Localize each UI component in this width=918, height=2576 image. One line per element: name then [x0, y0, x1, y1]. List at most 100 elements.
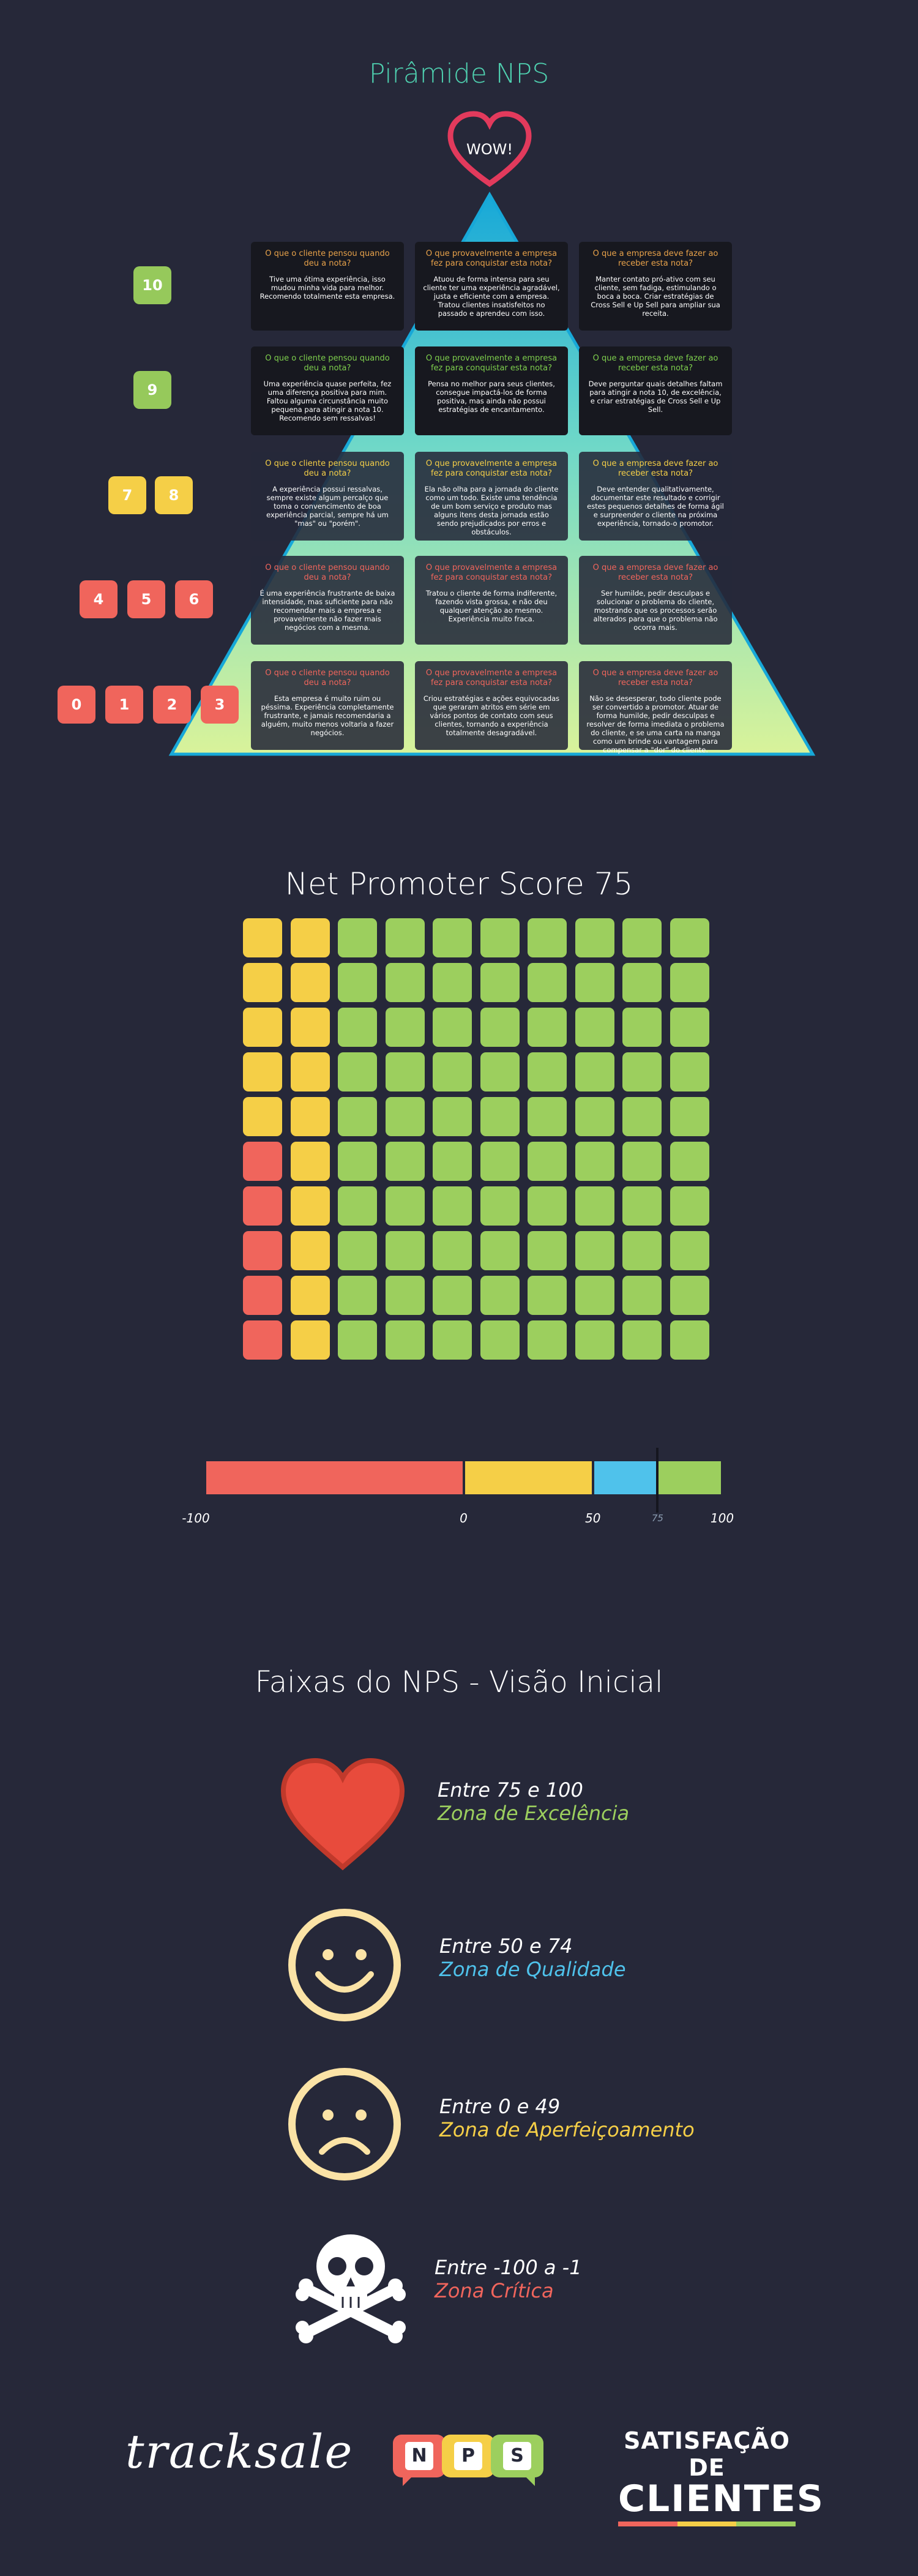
nps-grid-cell	[670, 1142, 709, 1181]
pyramid-card-question: O que a empresa deve fazer ao receber es…	[592, 563, 718, 582]
nps-grid-cell	[528, 1008, 567, 1047]
nps-grid-cell	[433, 1052, 472, 1091]
satisfacao-line1: SATISFAÇÃO DE	[624, 2427, 790, 2481]
zone-range: Entre 50 e 74	[439, 1934, 573, 1958]
score-badge: 5	[127, 580, 165, 618]
zone-name: Zona de Excelência	[438, 1802, 630, 1825]
zone-range: Entre 75 e 100	[438, 1778, 583, 1802]
nps-grid-cell	[670, 1186, 709, 1226]
nps-grid-cell	[433, 1097, 472, 1136]
pyramid-card-answer: Ser humilde, pedir desculpas e soluciona…	[593, 589, 718, 632]
pyramid-card-answer: Tratou o cliente de forma indiferente, f…	[425, 589, 558, 623]
pyramid-card: O que o cliente pensou quando deu a nota…	[251, 346, 404, 435]
nps-grid-cell	[528, 1052, 567, 1091]
nps-grid-cell	[670, 963, 709, 1002]
pyramid-card: O que provavelmente a empresa fez para c…	[415, 661, 568, 750]
nps-grid-cell	[480, 1097, 520, 1136]
nps-grid-cell	[433, 1320, 472, 1360]
nps-grid-cell	[480, 1052, 520, 1091]
nps-grid-cell	[385, 1142, 425, 1181]
pyramid-card-answer: Não se desesperar, todo cliente pode ser…	[586, 694, 725, 754]
pyramid-card-question: O que o cliente pensou quando deu a nota…	[265, 459, 390, 478]
pyramid-card-answer: Criou estratégias e ações equivocadas qu…	[423, 694, 560, 737]
nps-grid-cell	[433, 1231, 472, 1270]
pyramid-card: O que provavelmente a empresa fez para c…	[415, 452, 568, 541]
nps-grid-cell	[622, 963, 662, 1002]
scale-segment	[465, 1461, 592, 1494]
nps-grid-cell	[385, 918, 425, 957]
nps-logo-letter: S	[510, 2445, 524, 2466]
nps-grid-cell	[290, 1186, 330, 1226]
score-badge: 3	[201, 686, 239, 724]
nps-grid-cell	[338, 963, 377, 1002]
nps-grid-cell	[290, 1276, 330, 1315]
skull-crossbones-icon	[296, 2234, 406, 2343]
nps-grid-cell	[433, 918, 472, 957]
smiley-icon	[288, 1909, 401, 2021]
score-badge: 0	[58, 686, 95, 724]
nps-grid-cell	[243, 918, 282, 957]
nps-grid-cell	[385, 1097, 425, 1136]
nps-grid-cell	[385, 1186, 425, 1226]
nps-grid-cell	[670, 1097, 709, 1136]
pyramid-card: O que o cliente pensou quando deu a nota…	[251, 661, 404, 750]
nps-grid-cell	[480, 1008, 520, 1047]
pyramid-card-answer: Manter contato pró-ativo com seu cliente…	[591, 275, 720, 318]
nps-grid-cell	[338, 1231, 377, 1270]
zone-name: Zona Crítica	[435, 2279, 554, 2302]
pyramid-card-question: O que provavelmente a empresa fez para c…	[425, 249, 558, 268]
nps-grid-cell	[480, 1186, 520, 1226]
nps-grid-cell	[622, 1276, 662, 1315]
zone-range: Entre -100 a -1	[435, 2256, 582, 2279]
nps-grid-cell	[433, 1142, 472, 1181]
pyramid-card-question: O que a empresa deve fazer ao receber es…	[592, 249, 718, 268]
nps-grid-cell	[622, 918, 662, 957]
pyramid-card: O que a empresa deve fazer ao receber es…	[579, 242, 732, 331]
score-badge: 2	[153, 686, 191, 724]
pyramid-card-answer: Uma experiência quase perfeita, fez uma …	[263, 380, 392, 422]
nps-grid-cell	[243, 1276, 282, 1315]
nps-grid-cell	[528, 1186, 567, 1226]
zone-name: Zona de Qualidade	[439, 1958, 626, 1981]
pyramid-card-answer: Pensa no melhor para seus clientes, cons…	[428, 380, 555, 414]
nps-grid-cell	[433, 1008, 472, 1047]
pyramid-card: O que o cliente pensou quando deu a nota…	[251, 242, 404, 331]
nps-grid-cell	[338, 1186, 377, 1226]
pyramid-card: O que a empresa deve fazer ao receber es…	[579, 452, 732, 541]
tracksale-logo: tracksale	[125, 2424, 354, 2479]
nps-grid-cell	[385, 1231, 425, 1270]
zone-item: Entre -100 a -1 Zona Crítica	[435, 2256, 582, 2302]
nps-grid-cell	[385, 1008, 425, 1047]
nps-grid-cell	[290, 1320, 330, 1360]
nps-grid-cell	[243, 1186, 282, 1226]
scale-label: -100	[182, 1511, 210, 1526]
nps-grid-cell	[670, 1008, 709, 1047]
nps-grid-cell	[433, 963, 472, 1002]
nps-grid-cell	[622, 1142, 662, 1181]
nps-grid-cell	[575, 1320, 614, 1360]
nps-grid-cell	[528, 1142, 567, 1181]
pyramid-card: O que o cliente pensou quando deu a nota…	[251, 556, 404, 645]
nps-grid-cell	[622, 1186, 662, 1226]
scale-segment	[594, 1461, 657, 1494]
pyramid-card-answer: Deve perguntar quais detalhes faltam par…	[588, 380, 723, 414]
nps-grid-cell	[528, 1231, 567, 1270]
nps-grid-cell	[480, 1231, 520, 1270]
pyramid-card: O que o cliente pensou quando deu a nota…	[251, 452, 404, 541]
pyramid-card-question: O que o cliente pensou quando deu a nota…	[265, 249, 390, 268]
zone-item: Entre 0 e 49 Zona de Aperfeiçoamento	[439, 2095, 695, 2141]
nps-grid-cell	[290, 1052, 330, 1091]
heart-icon	[447, 111, 532, 187]
nps-grid-cell	[243, 1142, 282, 1181]
nps-grid-cell	[670, 1276, 709, 1315]
nps-grid-cell	[622, 1008, 662, 1047]
nps-grid-cell	[338, 1052, 377, 1091]
pyramid-card-question: O que provavelmente a empresa fez para c…	[425, 354, 558, 373]
nps-grid-cell	[670, 918, 709, 957]
nps-grid-cell	[575, 918, 614, 957]
scale-label: 50	[585, 1511, 601, 1526]
pyramid-card-answer: Esta empresa é muito ruim ou péssima. Ex…	[261, 694, 394, 737]
score-badge: 9	[133, 371, 171, 409]
score-badge: 8	[155, 476, 193, 514]
